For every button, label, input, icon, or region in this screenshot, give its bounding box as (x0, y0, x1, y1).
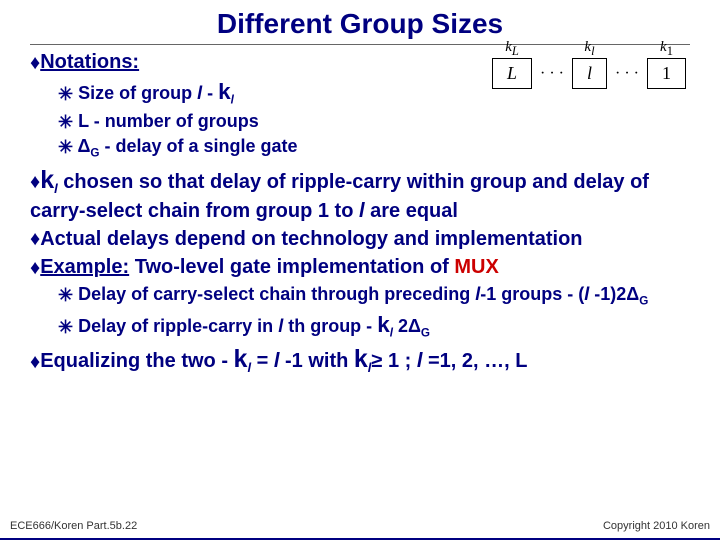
sub-delay-ripple-carry: ✳ Delay of ripple-carry in l th group - … (58, 311, 690, 341)
diamond-icon: ♦ (30, 226, 40, 252)
notations-heading: ♦Notations: (30, 49, 430, 76)
point-kl-chosen: ♦kl chosen so that delay of ripple-carry… (30, 164, 690, 224)
point-equalizing: ♦Equalizing the two - kl = l -1 with kl≥… (30, 343, 690, 377)
diamond-icon: ♦ (30, 255, 40, 281)
notation-delta: ✳ ΔG - delay of a single gate (58, 135, 430, 161)
group-diagram: kL L · · · kl l · · · k1 1 (490, 58, 688, 89)
notation-kl: ✳ Size of group l - kl (58, 78, 430, 108)
diagram-label-kl: kl (584, 39, 594, 59)
notation-L: ✳ L - number of groups (58, 110, 430, 134)
sub-delay-carry-select: ✳ Delay of carry-select chain through pr… (58, 283, 690, 309)
diagram-label-k1: k1 (660, 39, 673, 59)
diagram-dots-2: · · · (615, 65, 639, 83)
asterisk-icon: ✳ (58, 285, 73, 305)
footer-right: Copyright 2010 Koren (603, 520, 710, 532)
diagram-box-l: kl l (572, 58, 607, 89)
asterisk-icon: ✳ (58, 137, 73, 157)
diamond-icon: ♦ (30, 349, 40, 375)
asterisk-icon: ✳ (58, 112, 73, 132)
point-example: ♦Example: Two-level gate implementation … (30, 254, 690, 281)
diagram-box-1: k1 1 (647, 58, 686, 89)
diagram-box-L: kL L (492, 58, 532, 89)
asterisk-icon: ✳ (58, 317, 73, 337)
diamond-icon: ♦ (30, 50, 40, 76)
point-actual-delays: ♦Actual delays depend on technology and … (30, 226, 690, 253)
diagram-dots-1: · · · (540, 65, 564, 83)
footer-left: ECE666/Koren Part.5b.22 (10, 520, 137, 532)
diagram-label-kL: kL (505, 39, 519, 59)
diamond-icon: ♦ (30, 169, 40, 195)
slide-content: ♦Notations: ✳ Size of group l - kl ✳ L -… (0, 45, 720, 377)
asterisk-icon: ✳ (58, 84, 73, 104)
